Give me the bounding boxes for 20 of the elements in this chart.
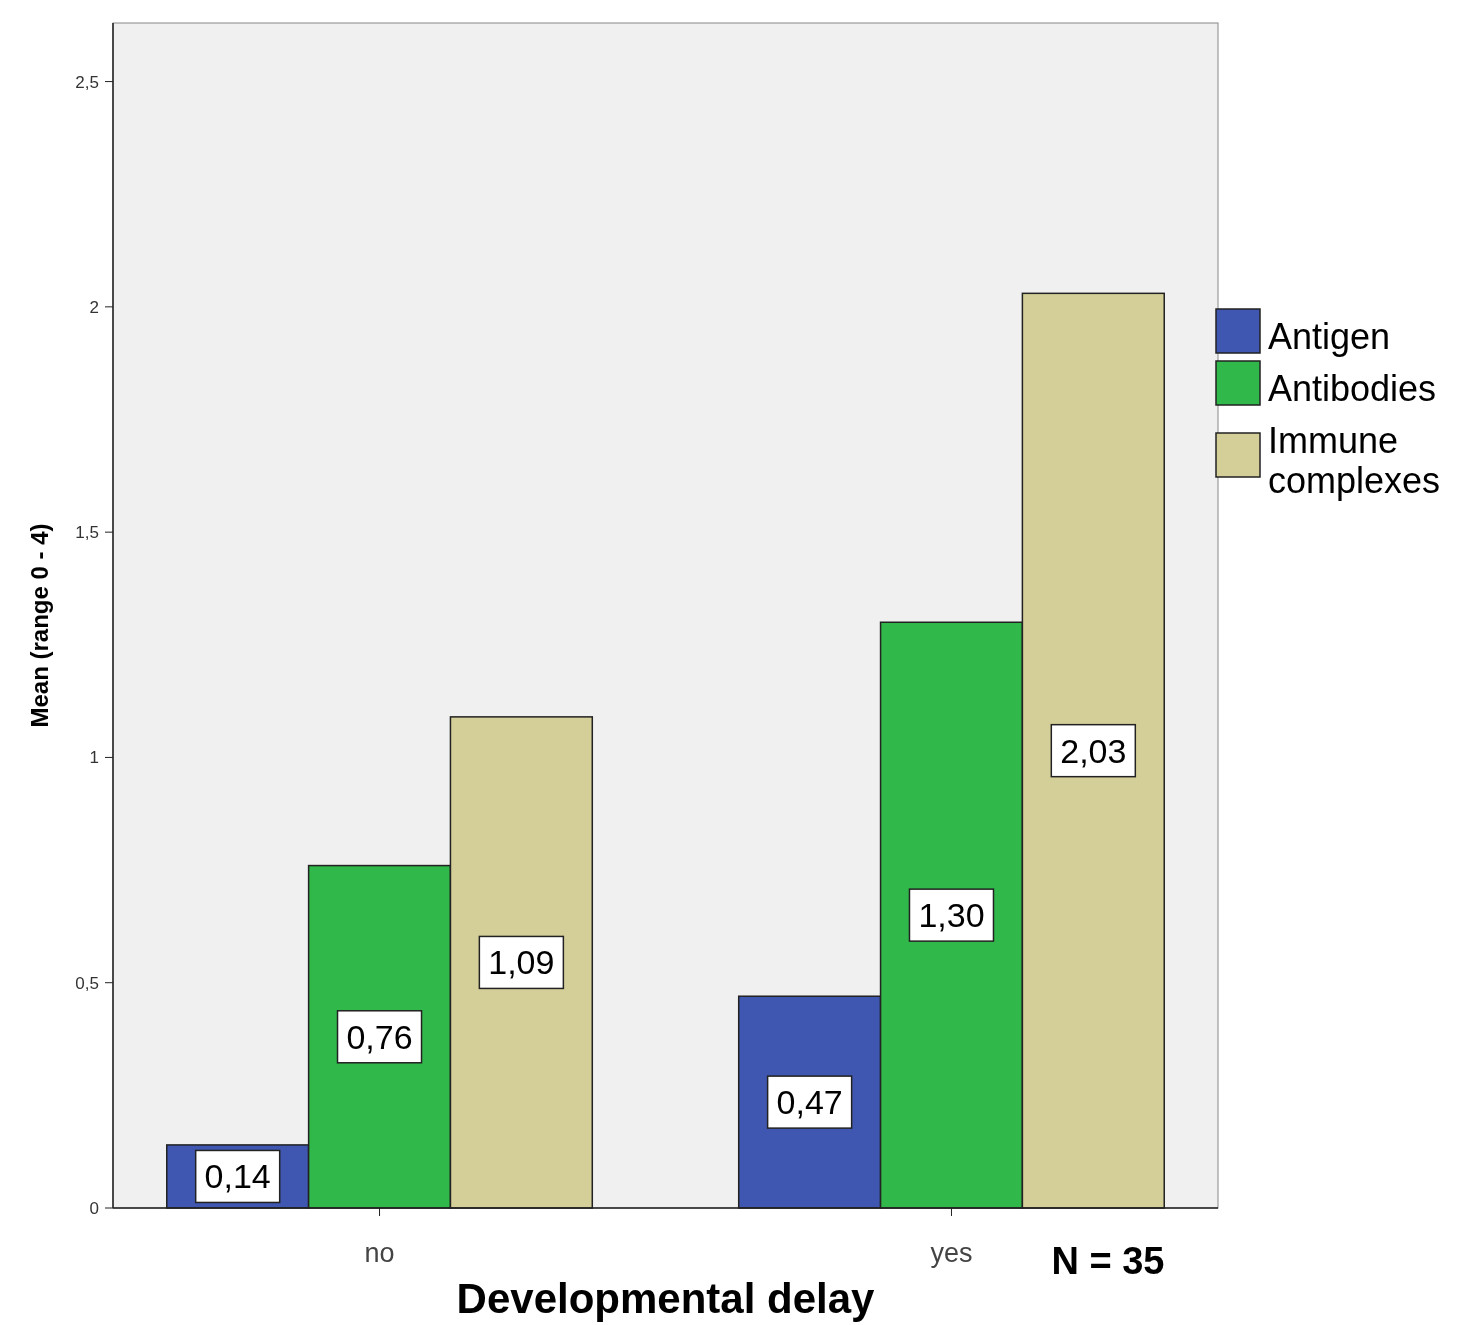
y-tick-label: 0 (89, 1199, 99, 1218)
y-tick-label: 1,5 (75, 523, 99, 543)
data-label: 0,14 (204, 1157, 271, 1196)
text: N = 35 (1051, 1240, 1165, 1282)
data-label: 0,76 (346, 1017, 413, 1056)
y-axis-title: Mean (range 0 - 4) (26, 523, 53, 728)
legend-label: Antigen (1268, 316, 1391, 357)
legend-label: Antibodies (1268, 368, 1437, 409)
data-label: 1,30 (918, 896, 985, 935)
y-tick-label: 2,5 (75, 72, 99, 92)
y-tick-label: 0,5 (75, 973, 99, 993)
legend-label: Immune complexes (1268, 420, 1441, 501)
data-label: 2,03 (1060, 731, 1127, 770)
x-axis-title: Developmental delay (456, 1275, 876, 1322)
y-tick-label: 2 (89, 297, 99, 317)
x-tick-label: yes (930, 1238, 973, 1268)
y-tick-label: 1 (89, 748, 99, 768)
x-tick-label: no (364, 1238, 395, 1268)
data-label: 0,47 (776, 1083, 843, 1122)
data-label: 1,09 (488, 943, 555, 982)
